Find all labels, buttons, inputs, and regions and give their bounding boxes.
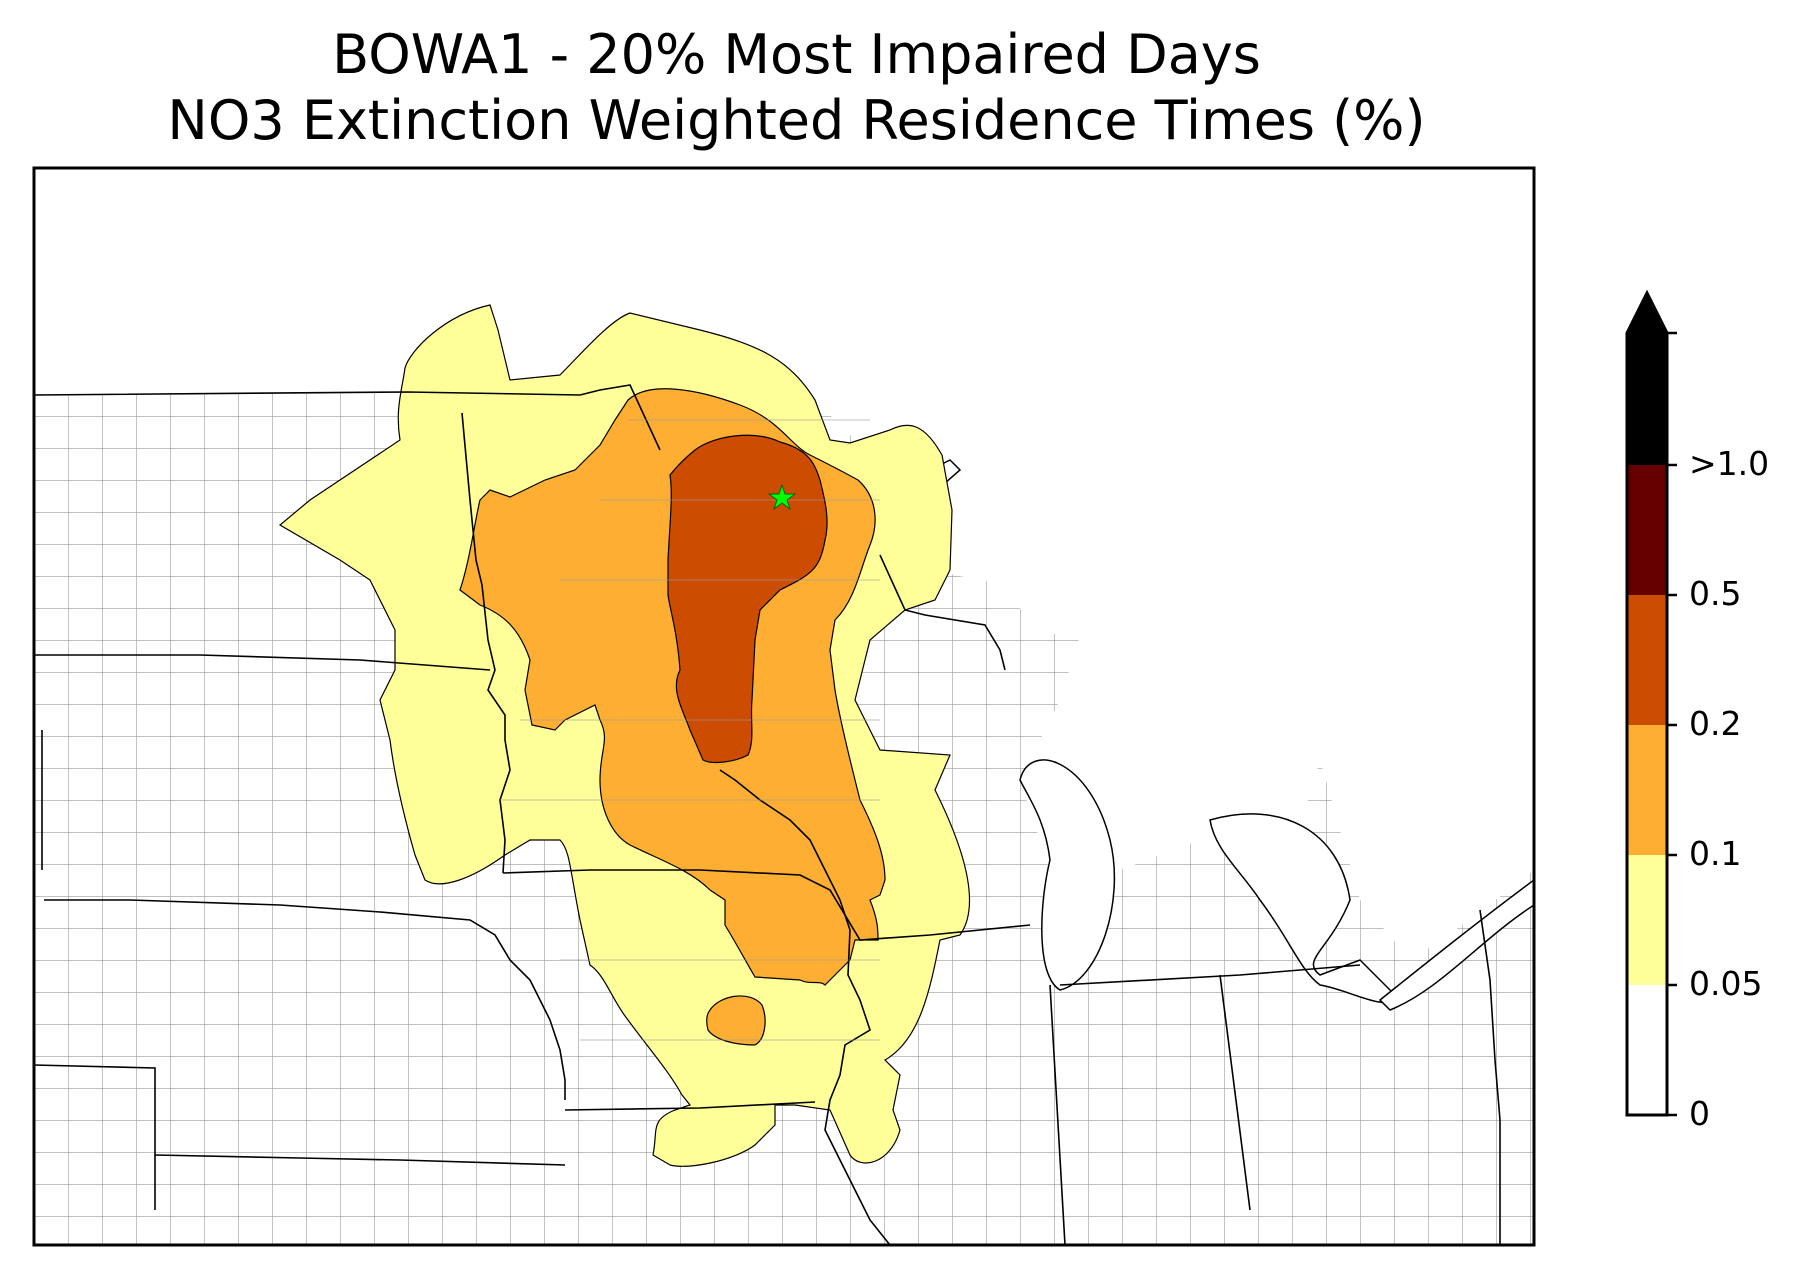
map-title-line-1: BOWA1 - 20% Most Impaired Days xyxy=(332,23,1261,86)
map-frame xyxy=(32,166,1536,1247)
colorbar-tick-label: 0.1 xyxy=(1689,834,1742,873)
colorbar-bin-0-0-05 xyxy=(1627,985,1667,1115)
colorbar-bin-0-2-0-5 xyxy=(1627,595,1667,725)
colorbar-tick-label: 0 xyxy=(1689,1094,1710,1133)
lake-erie xyxy=(1378,879,1534,1011)
colorbar-extend-arrow xyxy=(1627,293,1667,333)
colorbar-bin-gt1 xyxy=(1627,333,1667,465)
colorbar-ticks xyxy=(1667,331,1677,1117)
colorbar-bin-0-5-1 xyxy=(1627,465,1667,595)
receptor-star-icon xyxy=(767,483,797,511)
colorbar xyxy=(1625,289,1677,1117)
colorbar-tick-label: 0.2 xyxy=(1689,704,1742,743)
contour-0-1-small xyxy=(706,995,766,1046)
state-borders xyxy=(34,384,1501,1245)
map-title-line-2: NO3 Extinction Weighted Residence Times … xyxy=(167,89,1426,152)
colorbar-bin-0-1-0-2 xyxy=(1627,725,1667,855)
colorbar-bin-0-05-0-1 xyxy=(1627,855,1667,985)
county-borders-overlay xyxy=(500,419,880,1041)
colorbar-tick-label: 0.05 xyxy=(1689,964,1763,1003)
colorbar-tick-label: 0.5 xyxy=(1689,574,1742,613)
contour-0-2 xyxy=(667,434,828,764)
colorbar-tick-label: >1.0 xyxy=(1689,444,1770,483)
